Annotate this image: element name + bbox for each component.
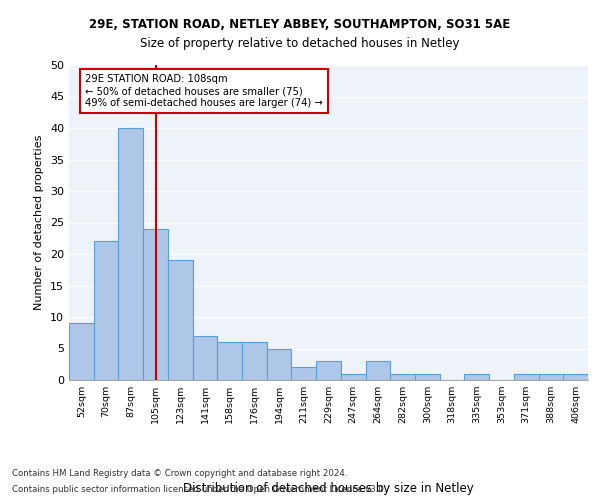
Bar — [217, 342, 242, 380]
Bar — [242, 342, 267, 380]
Text: 29E STATION ROAD: 108sqm
← 50% of detached houses are smaller (75)
49% of semi-d: 29E STATION ROAD: 108sqm ← 50% of detach… — [85, 74, 323, 108]
Bar — [143, 229, 168, 380]
Bar — [69, 324, 94, 380]
Bar — [415, 374, 440, 380]
Bar — [267, 348, 292, 380]
Bar — [365, 361, 390, 380]
Text: Contains HM Land Registry data © Crown copyright and database right 2024.: Contains HM Land Registry data © Crown c… — [12, 468, 347, 477]
Bar — [341, 374, 365, 380]
Bar — [563, 374, 588, 380]
Bar — [292, 368, 316, 380]
Bar — [390, 374, 415, 380]
Bar — [514, 374, 539, 380]
Text: Contains public sector information licensed under the Open Government Licence v3: Contains public sector information licen… — [12, 485, 386, 494]
Y-axis label: Number of detached properties: Number of detached properties — [34, 135, 44, 310]
Bar — [193, 336, 217, 380]
Bar — [94, 242, 118, 380]
Text: 29E, STATION ROAD, NETLEY ABBEY, SOUTHAMPTON, SO31 5AE: 29E, STATION ROAD, NETLEY ABBEY, SOUTHAM… — [89, 18, 511, 30]
Bar — [539, 374, 563, 380]
Bar — [316, 361, 341, 380]
X-axis label: Distribution of detached houses by size in Netley: Distribution of detached houses by size … — [183, 482, 474, 494]
Text: Size of property relative to detached houses in Netley: Size of property relative to detached ho… — [140, 38, 460, 51]
Bar — [464, 374, 489, 380]
Bar — [168, 260, 193, 380]
Bar — [118, 128, 143, 380]
